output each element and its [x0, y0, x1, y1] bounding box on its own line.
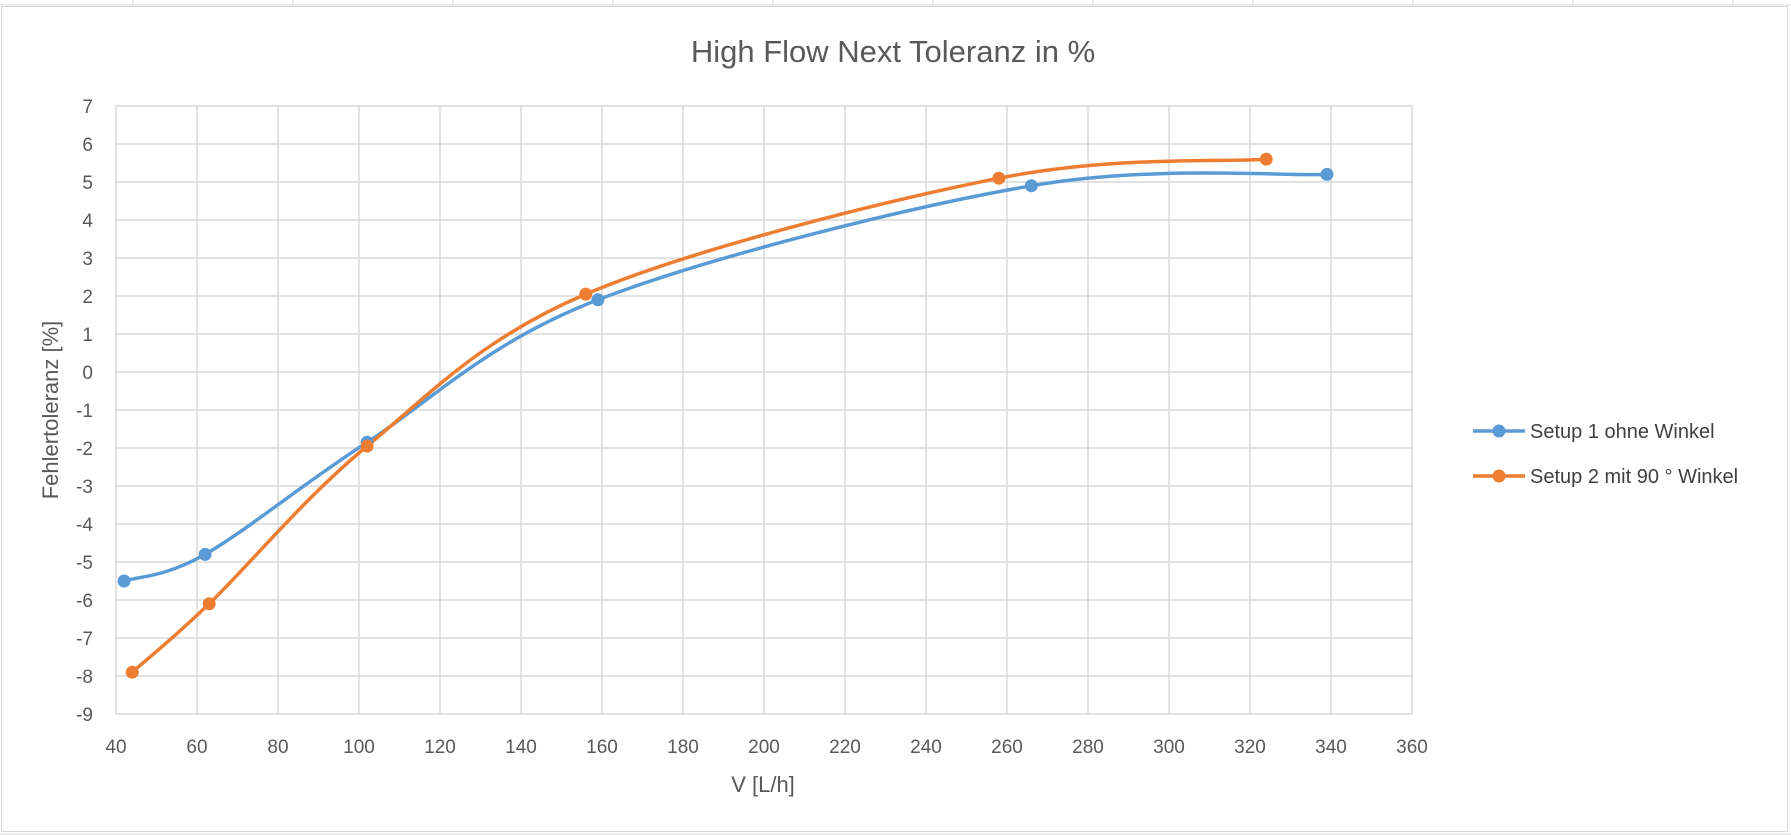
- x-tick-label: 360: [1396, 737, 1428, 758]
- data-point[interactable]: [202, 597, 216, 611]
- x-tick-label: 240: [910, 737, 942, 758]
- y-tick-label: 7: [82, 97, 93, 118]
- x-tick-label: 260: [991, 737, 1023, 758]
- x-tick-label: 200: [748, 737, 780, 758]
- data-point[interactable]: [198, 547, 212, 561]
- series-markers: [117, 152, 1334, 679]
- data-point[interactable]: [591, 293, 605, 307]
- axis-tick-labels: 40 60 80 100 120 140 160 180 200 220 240 260 280 300 3…: [76, 97, 1428, 758]
- y-axis-title: Fehlertoleranz [%]: [38, 321, 63, 500]
- y-tick-label: -8: [76, 667, 93, 688]
- x-tick-label: 60: [186, 737, 207, 758]
- y-tick-label: -7: [76, 629, 93, 650]
- series-lines: [122, 157, 1329, 674]
- x-tick-label: 220: [829, 737, 861, 758]
- x-tick-label: 80: [267, 737, 288, 758]
- legend-swatch-marker: [1492, 469, 1506, 483]
- data-point[interactable]: [360, 439, 374, 453]
- data-point[interactable]: [992, 171, 1006, 185]
- x-tick-label: 40: [105, 737, 126, 758]
- x-tick-label: 140: [505, 737, 537, 758]
- data-point[interactable]: [125, 665, 139, 679]
- data-point[interactable]: [1320, 167, 1334, 181]
- y-tick-label: -3: [76, 477, 93, 498]
- y-tick-label: -5: [76, 553, 93, 574]
- data-point[interactable]: [117, 574, 131, 588]
- x-tick-label: 280: [1072, 737, 1104, 758]
- x-tick-label: 120: [424, 737, 456, 758]
- y-tick-label: 2: [82, 287, 93, 308]
- series-line-1[interactable]: [122, 171, 1329, 583]
- legend-swatch-marker: [1492, 424, 1506, 438]
- y-tick-label: -9: [76, 705, 93, 726]
- series-line-2[interactable]: [130, 157, 1268, 674]
- y-tick-label: 0: [82, 363, 93, 384]
- y-tick-label: 4: [82, 211, 93, 232]
- legend-item-1[interactable]: Setup 1 ohne Winkel: [1473, 421, 1715, 443]
- x-tick-label: 160: [586, 737, 618, 758]
- gridlines: [115, 105, 1413, 715]
- data-point[interactable]: [1259, 152, 1273, 166]
- legend-label: Setup 2 mit 90 ° Winkel: [1530, 466, 1738, 488]
- legend-label: Setup 1 ohne Winkel: [1530, 421, 1715, 443]
- y-tick-label: -4: [76, 515, 93, 536]
- data-point[interactable]: [579, 287, 593, 301]
- y-tick-label: -1: [76, 401, 93, 422]
- y-tick-label: 1: [82, 325, 93, 346]
- data-point[interactable]: [1024, 179, 1038, 193]
- y-tick-label: 3: [82, 249, 93, 270]
- chart-title: High Flow Next Toleranz in %: [691, 34, 1095, 69]
- x-tick-label: 100: [343, 737, 375, 758]
- y-tick-label: 6: [82, 135, 93, 156]
- y-tick-label: 5: [82, 173, 93, 194]
- x-tick-label: 300: [1153, 737, 1185, 758]
- x-tick-label: 340: [1315, 737, 1347, 758]
- y-tick-label: -2: [76, 439, 93, 460]
- x-tick-label: 320: [1234, 737, 1266, 758]
- legend[interactable]: Setup 1 ohne Winkel Setup 2 mit 90 ° Wink…: [1473, 421, 1738, 488]
- x-tick-label: 180: [667, 737, 699, 758]
- x-axis-title: V [L/h]: [731, 772, 795, 797]
- legend-item-2[interactable]: Setup 2 mit 90 ° Winkel: [1473, 466, 1738, 488]
- y-tick-label: -6: [76, 591, 93, 612]
